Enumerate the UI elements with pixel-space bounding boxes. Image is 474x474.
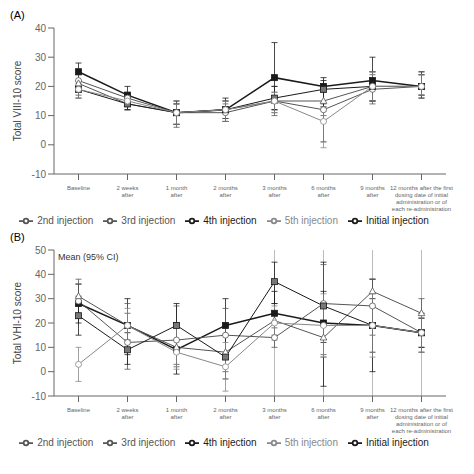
svg-text:9 monthsafter: 9 monthsafter [360, 407, 385, 420]
svg-text:Baseline: Baseline [67, 185, 91, 191]
svg-text:9 monthsafter: 9 monthsafter [360, 185, 385, 198]
svg-text:30: 30 [35, 293, 47, 304]
svg-text:3 monthsafter: 3 monthsafter [262, 185, 287, 198]
html-text:3rd injection: 3rd injection [121, 214, 176, 226]
svg-text:Total VIII-10 score: Total VIII-10 score [12, 60, 23, 141]
svg-text:Total VHI-10 score: Total VHI-10 score [12, 281, 23, 364]
html-text:(B): (B) [10, 231, 25, 243]
html-text:Mean (95% CI): Mean (95% CI) [58, 252, 119, 262]
svg-text:10: 10 [35, 110, 47, 121]
html-text:2nd injection: 2nd injection [37, 214, 94, 226]
html-text:3rd injection: 3rd injection [121, 436, 176, 448]
svg-text:10: 10 [35, 342, 47, 353]
html-text:4th injection: 4th injection [203, 436, 257, 448]
svg-text:1 monthafter: 1 monthafter [166, 185, 188, 198]
html-text:2nd injection: 2nd injection [37, 436, 94, 448]
html-text:5th injection: 5th injection [284, 436, 338, 448]
svg-text:0: 0 [40, 366, 46, 377]
svg-text:40: 40 [35, 269, 47, 280]
html-text:Initial injection: Initial injection [366, 436, 429, 448]
svg-text:3 monthsafter: 3 monthsafter [262, 407, 287, 420]
svg-text:-10: -10 [32, 169, 47, 180]
svg-text:2 monthsafter: 2 monthsafter [213, 407, 238, 420]
svg-text:40: 40 [35, 23, 47, 34]
svg-text:0: 0 [40, 139, 46, 150]
html-text:4th injection: 4th injection [203, 214, 257, 226]
html-text:(A): (A) [10, 9, 25, 21]
svg-text:30: 30 [35, 52, 47, 63]
svg-text:20: 20 [35, 318, 47, 329]
svg-text:50: 50 [35, 245, 47, 256]
svg-text:20: 20 [35, 81, 47, 92]
svg-text:6 monthsafter: 6 monthsafter [311, 185, 336, 198]
html-text:5th injection: 5th injection [284, 214, 338, 226]
svg-text:12 months after the firstdosin: 12 months after the firstdosing date of … [390, 185, 453, 212]
svg-text:1 monthafter: 1 monthafter [166, 407, 188, 420]
svg-text:12 months after the firstdosin: 12 months after the firstdosing date of … [390, 407, 453, 434]
svg-text:6 monthsafter: 6 monthsafter [311, 407, 336, 420]
svg-text:2 monthsafter: 2 monthsafter [213, 185, 238, 198]
svg-text:-10: -10 [32, 391, 47, 402]
html-text:Initial injection: Initial injection [366, 214, 429, 226]
svg-text:Baseline: Baseline [67, 407, 91, 413]
svg-text:2 weeksafter: 2 weeksafter [116, 407, 138, 420]
svg-text:2 weeksafter: 2 weeksafter [116, 185, 138, 198]
